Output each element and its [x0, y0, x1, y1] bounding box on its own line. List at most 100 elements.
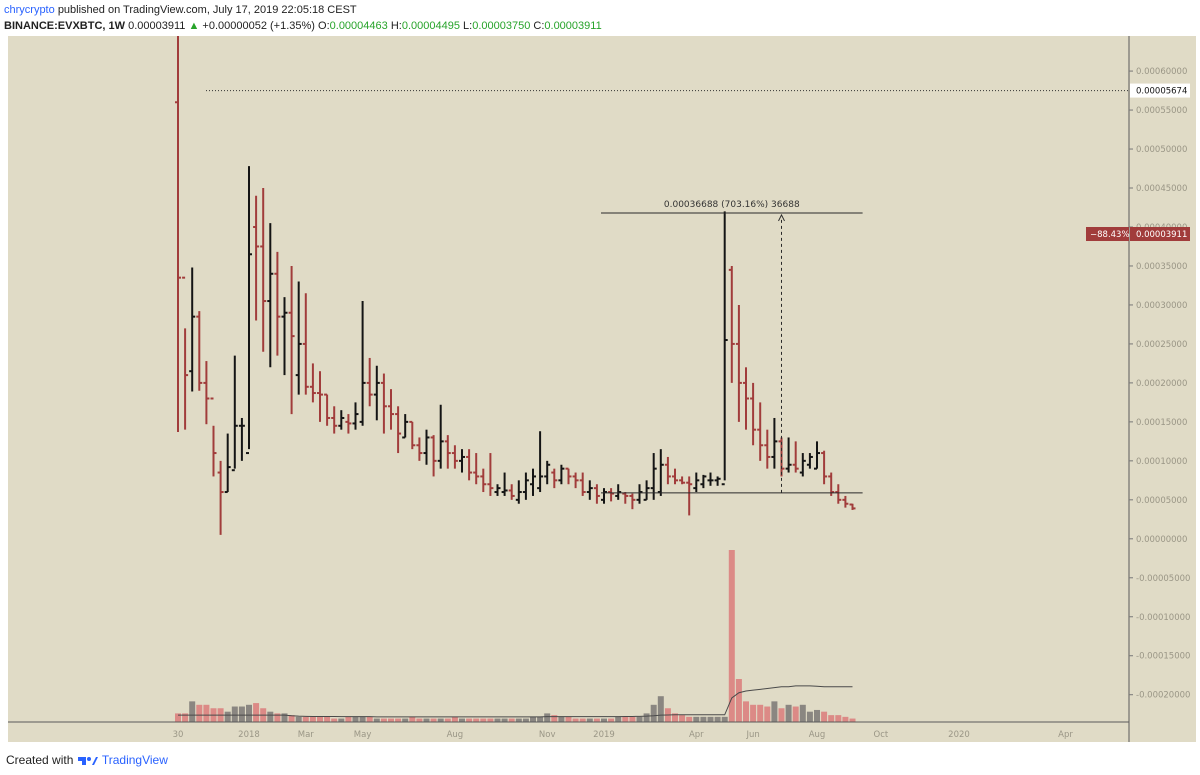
low-value: 0.00003750 — [472, 20, 531, 32]
ohlc-bar — [593, 484, 600, 504]
y-tick-label: 0.00030000 — [1136, 301, 1187, 311]
volume-bar — [799, 704, 806, 722]
ohlc-bar — [530, 468, 536, 496]
volume-bar — [359, 716, 366, 722]
y-tick-label: 0.00035000 — [1136, 262, 1187, 272]
ohlc-bar — [828, 472, 835, 496]
ohlc-bar — [764, 429, 771, 469]
ohlc-bar — [537, 431, 544, 493]
last-price: 0.00003911 — [128, 20, 186, 32]
y-tick-label: 0.00050000 — [1136, 145, 1187, 155]
ohlc-bar — [480, 468, 487, 493]
ohlc-bar — [643, 480, 650, 501]
ohlc-bar — [686, 476, 693, 516]
x-tick-label: Jun — [745, 730, 759, 740]
ohlc-bar — [466, 449, 473, 481]
high-label: H: — [390, 20, 402, 32]
volume-bar — [771, 701, 778, 722]
ohlc-bar — [281, 297, 288, 376]
ohlc-bar — [664, 456, 671, 485]
ohlc-bar — [487, 453, 494, 496]
ohlc-bar — [650, 453, 657, 500]
volume-bar — [608, 718, 615, 722]
volume-bar — [551, 715, 558, 722]
ohlc-bar — [238, 417, 245, 461]
ohlc-bar — [601, 488, 607, 504]
volume-bar — [388, 718, 394, 722]
ohlc-bar — [423, 429, 430, 465]
ohlc-bar — [451, 445, 458, 469]
volume-bar — [586, 718, 593, 722]
publish-line: chrycrypto published on TradingView.com,… — [4, 3, 602, 19]
chart-area[interactable]: 0.00036688 (703.16%) 36688 0.00060000 0.0… — [8, 36, 1196, 742]
marker-price-label: 0.00005674 — [1136, 87, 1187, 97]
ohlc-bar — [508, 484, 515, 500]
volume-bar — [423, 718, 430, 722]
volume-bar — [238, 706, 245, 722]
y-tick-label: -0.00005000 — [1136, 574, 1190, 584]
ohlc-bar — [246, 166, 252, 455]
volume-bar — [267, 711, 274, 722]
ohlc-bar — [615, 484, 622, 500]
volume-bar — [451, 716, 458, 722]
brand-link[interactable]: TradingView — [101, 753, 168, 767]
ohlc-bar — [728, 265, 735, 383]
x-tick-label: Apr — [1058, 730, 1073, 740]
volume-bar — [189, 701, 196, 722]
volume-bar — [757, 704, 764, 722]
ohlc-bar — [792, 441, 799, 473]
volume-bar — [480, 718, 487, 722]
ohlc-bar — [260, 188, 267, 352]
ohlc-bar — [430, 435, 437, 477]
ohlc-bar — [814, 441, 820, 470]
x-tick-label: 2018 — [238, 730, 260, 740]
volume-bar — [352, 716, 359, 722]
ohlc-bar — [835, 484, 842, 504]
ohlc-bar — [558, 464, 565, 485]
volume-bar — [579, 718, 586, 722]
chart-overlays: 0.00036688 (703.16%) 36688 — [8, 90, 1129, 723]
volume-bar — [806, 711, 813, 722]
volume-bar — [572, 718, 579, 722]
volume-bar — [657, 696, 664, 722]
measure-label: 0.00036688 (703.16%) 36688 — [664, 200, 800, 210]
volume-bar — [494, 718, 501, 722]
volume-bar — [437, 718, 444, 722]
ohlc-bar — [806, 453, 813, 469]
y-tick-label: -0.00020000 — [1136, 691, 1190, 701]
ohlc-bar — [515, 480, 522, 504]
price-change: +0.00000052 (+1.35%) — [202, 20, 315, 32]
author-link[interactable]: chrycrypto — [4, 4, 55, 16]
y-tick-label: 0.00010000 — [1136, 457, 1187, 467]
ohlc-bar — [579, 472, 586, 496]
volume-bar — [508, 718, 515, 722]
volume-bar — [196, 704, 203, 722]
time-axis: 30 2018 Mar May Aug Nov 2019 Apr Jun Aug Oct 2020 Ap… — [173, 730, 1074, 740]
x-tick-label: Aug — [809, 730, 826, 740]
ohlc-bar — [189, 267, 196, 392]
ohlc-bar — [771, 417, 778, 469]
ohlc-bar — [295, 281, 302, 395]
ohlc-bar — [629, 493, 636, 510]
ohlc-bar — [231, 355, 238, 472]
volume-bar — [636, 716, 643, 722]
volume-bar — [380, 718, 387, 722]
ohlc-bar — [757, 402, 764, 461]
volume-bar — [288, 715, 295, 722]
x-tick-label: Nov — [539, 730, 556, 740]
volume-bar — [444, 718, 451, 722]
volume-bar — [203, 704, 210, 722]
volume-bar — [345, 716, 352, 722]
volume-bar — [537, 716, 544, 722]
volume-bar — [672, 713, 678, 722]
price-chart[interactable]: 0.00036688 (703.16%) 36688 0.000600000.0… — [8, 36, 1196, 742]
ohlc-bar — [750, 382, 757, 446]
x-tick-label: Apr — [689, 730, 704, 740]
y-tick-label: 0.00000000 — [1136, 535, 1187, 545]
last-price-box — [1130, 227, 1190, 242]
ohlc-bar — [416, 437, 423, 461]
volume-bar — [593, 718, 600, 722]
ohlc-bar — [565, 467, 572, 485]
price-axis: 0.00060000 0.00055000 0.00050000 0.00045000… — [1086, 36, 1190, 742]
ohlc-bar — [707, 472, 714, 486]
